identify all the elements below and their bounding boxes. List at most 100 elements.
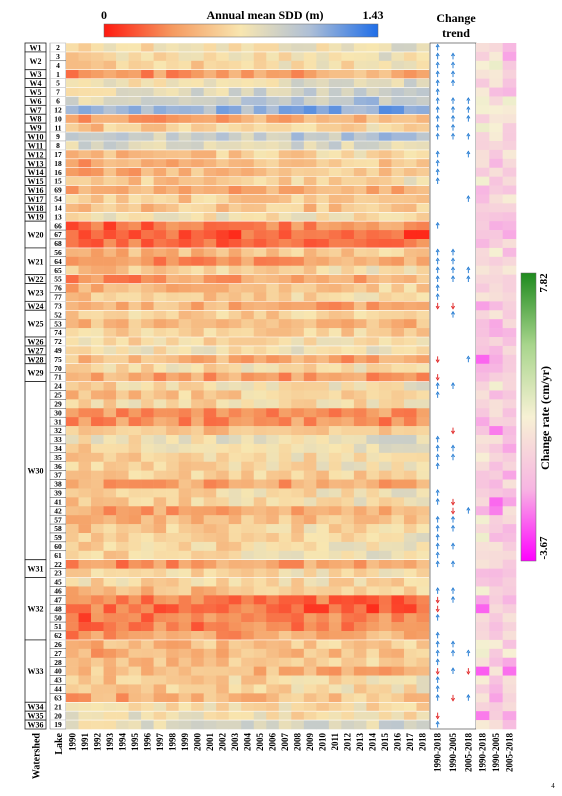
sdd-cell <box>203 203 217 213</box>
sdd-cell <box>116 533 129 543</box>
sdd-cell <box>78 301 92 311</box>
sdd-cell <box>378 524 392 534</box>
trend-up-arrow <box>451 596 455 603</box>
x-axis-labels: Watershed Lake 1990 1991 1992 1993 1994 1995 199… <box>32 732 515 779</box>
sdd-cell <box>166 533 179 543</box>
sdd-cell <box>78 194 92 204</box>
sdd-cell <box>403 123 417 133</box>
sdd-cell <box>241 666 255 676</box>
sdd-cell <box>278 533 292 543</box>
sdd-cell <box>241 256 255 267</box>
sdd-cell <box>128 265 142 275</box>
sdd-cell <box>303 310 317 320</box>
sdd-cell <box>203 666 217 676</box>
change-rate-cell <box>489 185 503 195</box>
sdd-cell <box>91 247 104 258</box>
sdd-cell <box>103 497 117 507</box>
sdd-cell <box>116 328 129 338</box>
sdd-cell <box>216 274 230 284</box>
sdd-cell <box>153 221 167 231</box>
sdd-cell <box>191 577 204 587</box>
sdd-cell <box>103 292 117 302</box>
lake-label: 70 <box>54 364 62 373</box>
sdd-cell <box>228 337 242 347</box>
sdd-cell <box>378 319 392 329</box>
sdd-cell <box>216 470 230 480</box>
trend-down-arrow <box>451 498 455 506</box>
change-rate-cell <box>476 51 490 62</box>
sdd-cell <box>341 78 355 88</box>
sdd-cell <box>203 176 217 186</box>
sdd-cell <box>316 96 330 106</box>
sdd-cell <box>191 265 204 275</box>
sdd-cell <box>416 105 430 115</box>
sdd-cell <box>416 114 430 124</box>
sdd-cell <box>366 417 380 427</box>
trend-cell <box>430 167 476 177</box>
sdd-cell <box>241 319 255 329</box>
sdd-cell <box>378 194 392 204</box>
sdd-cell <box>153 43 167 53</box>
sdd-cell <box>66 354 79 365</box>
sdd-cell <box>253 372 267 382</box>
sdd-cell <box>253 426 267 436</box>
sdd-cell <box>228 43 242 53</box>
sdd-cell <box>241 114 255 124</box>
sdd-cell <box>166 239 179 249</box>
change-rate-cell <box>476 345 490 356</box>
sdd-cell <box>78 203 92 213</box>
sdd-cell <box>328 497 342 507</box>
change-rate-cell <box>489 524 503 534</box>
sdd-cell <box>241 470 255 480</box>
watershed-label: W31 <box>28 565 44 574</box>
sdd-cell <box>278 247 292 258</box>
sdd-cell <box>353 132 367 142</box>
sdd-cell <box>228 96 242 106</box>
sdd-cell <box>378 595 392 605</box>
sdd-cell <box>178 256 192 267</box>
sdd-cell <box>366 319 380 329</box>
sdd-cell <box>391 239 405 249</box>
sdd-cell <box>416 203 430 213</box>
trend-up-arrow <box>466 132 471 140</box>
sdd-cell <box>253 595 267 605</box>
sdd-cell <box>91 595 104 605</box>
sdd-cell <box>103 577 117 587</box>
sdd-cell <box>278 283 292 293</box>
sdd-cell <box>341 497 355 507</box>
sdd-cell <box>341 408 355 418</box>
change-rate-cell <box>502 132 517 142</box>
sdd-cell <box>253 568 267 578</box>
sdd-cell <box>91 613 104 623</box>
change-rate-cell <box>489 158 503 169</box>
sdd-cell <box>103 221 117 231</box>
sdd-cell <box>228 265 242 275</box>
sdd-cell <box>378 123 392 133</box>
trend-cell <box>430 149 476 159</box>
sdd-cell <box>391 711 405 721</box>
sdd-cell <box>253 648 267 659</box>
sdd-cell <box>353 105 367 115</box>
sdd-cell <box>91 684 104 694</box>
sdd-cell <box>191 337 204 347</box>
sdd-cell <box>116 274 129 284</box>
sdd-cell <box>328 372 342 382</box>
sdd-cell <box>216 105 230 115</box>
trend-down-arrow <box>435 712 440 720</box>
year-tick-label: 1990 <box>67 733 77 752</box>
sdd-cell <box>216 533 230 543</box>
sdd-cell <box>291 319 305 329</box>
sdd-cell <box>103 702 117 712</box>
sdd-cell <box>391 515 405 525</box>
sdd-cell <box>266 452 280 463</box>
sdd-cell <box>178 604 192 614</box>
sdd-cell <box>266 631 280 641</box>
sdd-cell <box>416 586 430 596</box>
sdd-cell <box>116 337 129 347</box>
sdd-cell <box>278 256 292 267</box>
sdd-cell <box>153 559 167 569</box>
sdd-cell <box>266 283 280 293</box>
sdd-cell <box>78 426 92 436</box>
sdd-cell <box>303 141 317 151</box>
sdd-cell <box>391 693 405 703</box>
